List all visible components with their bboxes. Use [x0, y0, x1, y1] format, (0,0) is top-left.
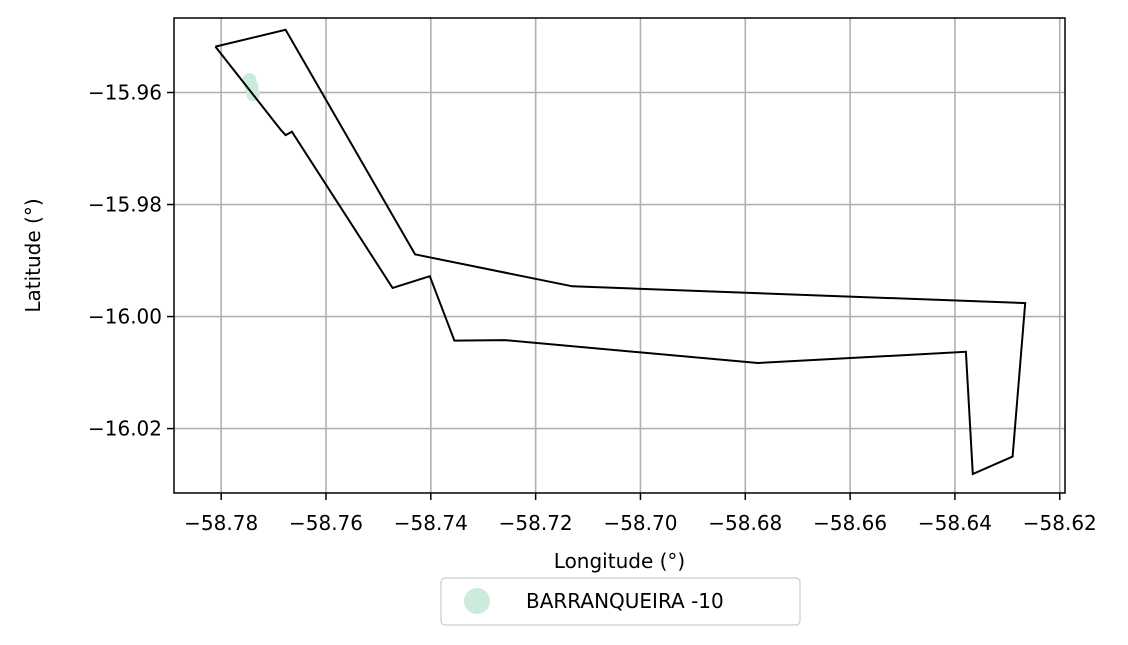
legend-frame	[440, 577, 801, 626]
y-axis-title: Latitude (°)	[21, 198, 45, 312]
x-axis-title: Longitude (°)	[554, 549, 685, 573]
y-tick-label: −16.00	[88, 305, 162, 329]
x-tick-label: −58.74	[394, 511, 468, 535]
axis-ticks: −58.78 −58.76 −58.74 −58.72 −58.70 −58.68 −58.…	[88, 80, 1097, 535]
y-tick-label: −15.96	[88, 80, 162, 104]
legend-marker	[464, 588, 490, 614]
x-tick-label: −58.68	[708, 511, 782, 535]
y-tick-label: −16.02	[88, 417, 162, 441]
plot-area	[214, 28, 1027, 476]
x-tick-label: −58.72	[499, 511, 573, 535]
grid-lines	[174, 18, 1065, 493]
legend: BARRANQUEIRA -10	[440, 577, 801, 626]
y-tick-label: −15.98	[88, 193, 162, 217]
x-tick-label: −58.64	[918, 511, 992, 535]
x-tick-label: −58.66	[813, 511, 887, 535]
x-tick-label: −58.62	[1023, 511, 1097, 535]
boundary-line	[214, 28, 1027, 476]
x-tick-label: −58.78	[184, 511, 258, 535]
axes-frame	[173, 17, 1066, 494]
x-tick-label: −58.70	[603, 511, 677, 535]
legend-label: BARRANQUEIRA -10	[526, 589, 724, 613]
x-tick-label: −58.76	[289, 511, 363, 535]
